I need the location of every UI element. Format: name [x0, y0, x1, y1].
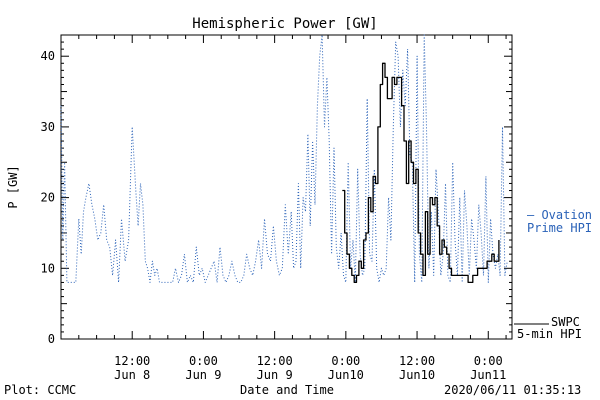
- y-tick-label: 20: [41, 191, 55, 205]
- x-axis-label: Date and Time: [240, 383, 334, 397]
- chart-title: Hemispheric Power [GW]: [192, 16, 377, 32]
- y-tick-label: 30: [41, 120, 55, 134]
- plot-frame: [60, 34, 513, 340]
- x-tick-label-time: 0:00: [474, 354, 503, 368]
- legend-ovation-line2: Prime HPI: [527, 221, 592, 235]
- x-tick-label-date: Jun11: [470, 368, 506, 382]
- y-axis-label: P [GW]: [6, 165, 20, 208]
- legend-ovation-line1: — Ovation: [527, 208, 592, 222]
- x-tick-label-date: Jun 9: [185, 368, 221, 382]
- legend-swpc-line1: SWPC: [551, 315, 580, 329]
- x-tick-label-date: Jun 9: [257, 368, 293, 382]
- x-tick-label-time: 12:00: [257, 354, 293, 368]
- series-line-ovation-prime: [60, 34, 508, 283]
- x-tick-label-date: Jun10: [399, 368, 435, 382]
- x-tick-label-time: 0:00: [189, 354, 218, 368]
- x-tick-label-time: 0:00: [331, 354, 360, 368]
- plot-timestamp: 2020/06/11 01:35:13: [444, 383, 582, 397]
- y-tick-label: 0: [48, 332, 55, 346]
- y-tick-label: 10: [41, 261, 55, 275]
- x-tick-label-time: 12:00: [114, 354, 150, 368]
- x-tick-label-date: Jun 8: [114, 368, 150, 382]
- series-layer: [60, 34, 508, 284]
- y-tick-label: 40: [41, 49, 55, 63]
- series-line-swpc: [342, 62, 500, 284]
- y-axis-ticks: 0 10 20 30 40: [41, 41, 512, 346]
- x-tick-label-date: Jun10: [328, 368, 364, 382]
- legend-swpc-line2: 5-min HPI: [517, 327, 582, 341]
- plot-credit: Plot: CCMC: [4, 383, 77, 397]
- x-tick-label-time: 12:00: [399, 354, 435, 368]
